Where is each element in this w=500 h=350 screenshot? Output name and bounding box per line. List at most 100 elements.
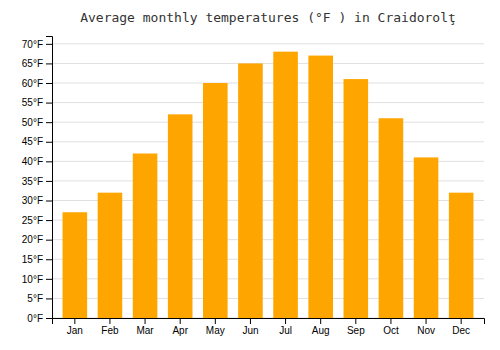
x-tick-mark bbox=[390, 318, 391, 324]
y-tick: 70°F bbox=[22, 39, 52, 50]
grid-line bbox=[52, 122, 484, 123]
y-tick-label: 55°F bbox=[22, 97, 43, 108]
x-axis: Jan Feb Mar Apr May Jun Jul Aug Sep Oct Nov Dec bbox=[53, 318, 485, 336]
x-tick: Mar bbox=[136, 318, 154, 336]
x-tick-mark bbox=[355, 318, 356, 324]
bar bbox=[379, 118, 404, 318]
y-tick-mark bbox=[46, 103, 52, 104]
y-tick-mark bbox=[46, 161, 52, 162]
y-axis-line bbox=[46, 37, 53, 319]
y-tick: 35°F bbox=[22, 176, 52, 187]
y-tick-mark bbox=[46, 220, 52, 221]
grid-line bbox=[52, 102, 484, 103]
grid-line bbox=[52, 83, 484, 84]
grid-line bbox=[52, 63, 484, 64]
x-tick-mark bbox=[180, 318, 181, 324]
y-tick-label: 40°F bbox=[22, 156, 43, 167]
y-tick-label: 50°F bbox=[22, 117, 43, 128]
y-tick: 65°F bbox=[22, 58, 52, 69]
y-tick-mark bbox=[46, 142, 52, 143]
bars bbox=[63, 52, 474, 318]
y-tick: 15°F bbox=[22, 254, 52, 265]
bar bbox=[414, 157, 439, 318]
y-tick: 60°F bbox=[22, 78, 52, 89]
y-tick-mark bbox=[46, 122, 52, 123]
chart: 0°F 5°F 10°F 15°F 20°F 25°F 30°F 35°F 40°F 45°F 50… bbox=[0, 0, 500, 350]
y-tick-mark bbox=[46, 259, 52, 260]
y-tick-label: 25°F bbox=[22, 215, 43, 226]
title: Average monthly temperatures (°F ) in Cr… bbox=[80, 10, 456, 25]
x-tick: Oct bbox=[383, 318, 399, 336]
y-tick: 0°F bbox=[27, 313, 52, 324]
x-tick-mark bbox=[426, 318, 427, 324]
y-tick-label: 10°F bbox=[22, 274, 43, 285]
x-tick: Jun bbox=[242, 318, 258, 336]
x-tick: Dec bbox=[452, 318, 470, 336]
x-tick-label: Nov bbox=[417, 325, 435, 336]
y-tick-label: 20°F bbox=[22, 234, 43, 245]
y-tick-label: 70°F bbox=[22, 39, 43, 50]
x-tick-mark bbox=[320, 318, 321, 324]
x-tick-mark bbox=[461, 318, 462, 324]
x-tick-mark bbox=[109, 318, 110, 324]
y-tick-mark bbox=[46, 279, 52, 280]
bar bbox=[308, 56, 333, 318]
y-tick-label: 35°F bbox=[22, 176, 43, 187]
y-tick-mark bbox=[46, 318, 52, 319]
x-tick-label: Jun bbox=[242, 325, 258, 336]
x-tick-label: Apr bbox=[172, 325, 188, 336]
y-tick: 20°F bbox=[22, 234, 52, 245]
x-tick: Jul bbox=[279, 318, 292, 336]
x-tick: Jan bbox=[67, 318, 83, 336]
x-tick-label: Jan bbox=[67, 325, 83, 336]
y-tick-mark bbox=[46, 63, 52, 64]
x-tick-label: Feb bbox=[101, 325, 119, 336]
y-tick-label: 65°F bbox=[22, 58, 43, 69]
grid-line bbox=[52, 43, 484, 44]
y-tick-mark bbox=[46, 83, 52, 84]
y-tick: 55°F bbox=[22, 97, 52, 108]
y-tick-label: 45°F bbox=[22, 136, 43, 147]
bar bbox=[203, 83, 228, 318]
x-tick-mark bbox=[145, 318, 146, 324]
grid bbox=[52, 44, 484, 318]
x-tick: Aug bbox=[312, 318, 330, 336]
bar bbox=[168, 114, 193, 318]
x-tick-label: Aug bbox=[312, 325, 330, 336]
x-tick: Nov bbox=[417, 318, 435, 336]
y-tick-mark bbox=[46, 44, 52, 45]
y-tick-mark bbox=[46, 240, 52, 241]
x-tick-label: Dec bbox=[452, 325, 470, 336]
x-tick-label: Jul bbox=[279, 325, 292, 336]
y-tick-label: 15°F bbox=[22, 254, 43, 265]
bar bbox=[133, 154, 158, 319]
y-tick: 45°F bbox=[22, 136, 52, 147]
y-tick-label: 30°F bbox=[22, 195, 43, 206]
bar bbox=[98, 193, 123, 318]
y-tick-mark bbox=[46, 181, 52, 182]
y-tick-label: 5°F bbox=[27, 293, 43, 304]
y-tick-mark bbox=[46, 201, 52, 202]
grid-line bbox=[52, 141, 484, 142]
y-tick: 25°F bbox=[22, 215, 52, 226]
x-tick: Sep bbox=[347, 318, 365, 336]
x-tick: May bbox=[206, 318, 225, 336]
bar bbox=[344, 79, 369, 318]
x-tick-label: Mar bbox=[136, 325, 154, 336]
y-tick-label: 0°F bbox=[27, 313, 43, 324]
x-tick: Apr bbox=[172, 318, 188, 336]
x-tick-mark bbox=[74, 318, 75, 324]
y-tick: 40°F bbox=[22, 156, 52, 167]
x-tick-label: Oct bbox=[383, 325, 399, 336]
y-tick-mark bbox=[46, 298, 52, 299]
x-tick-mark bbox=[250, 318, 251, 324]
x-tick-label: May bbox=[206, 325, 225, 336]
bar bbox=[238, 63, 263, 318]
x-tick-mark bbox=[285, 318, 286, 324]
x-tick: Feb bbox=[101, 318, 119, 336]
bar bbox=[273, 52, 298, 318]
bar bbox=[63, 212, 88, 318]
y-axis: 0°F 5°F 10°F 15°F 20°F 25°F 30°F 35°F 40°F 45°F 50… bbox=[22, 37, 53, 324]
x-tick-mark bbox=[215, 318, 216, 324]
y-tick: 10°F bbox=[22, 274, 52, 285]
